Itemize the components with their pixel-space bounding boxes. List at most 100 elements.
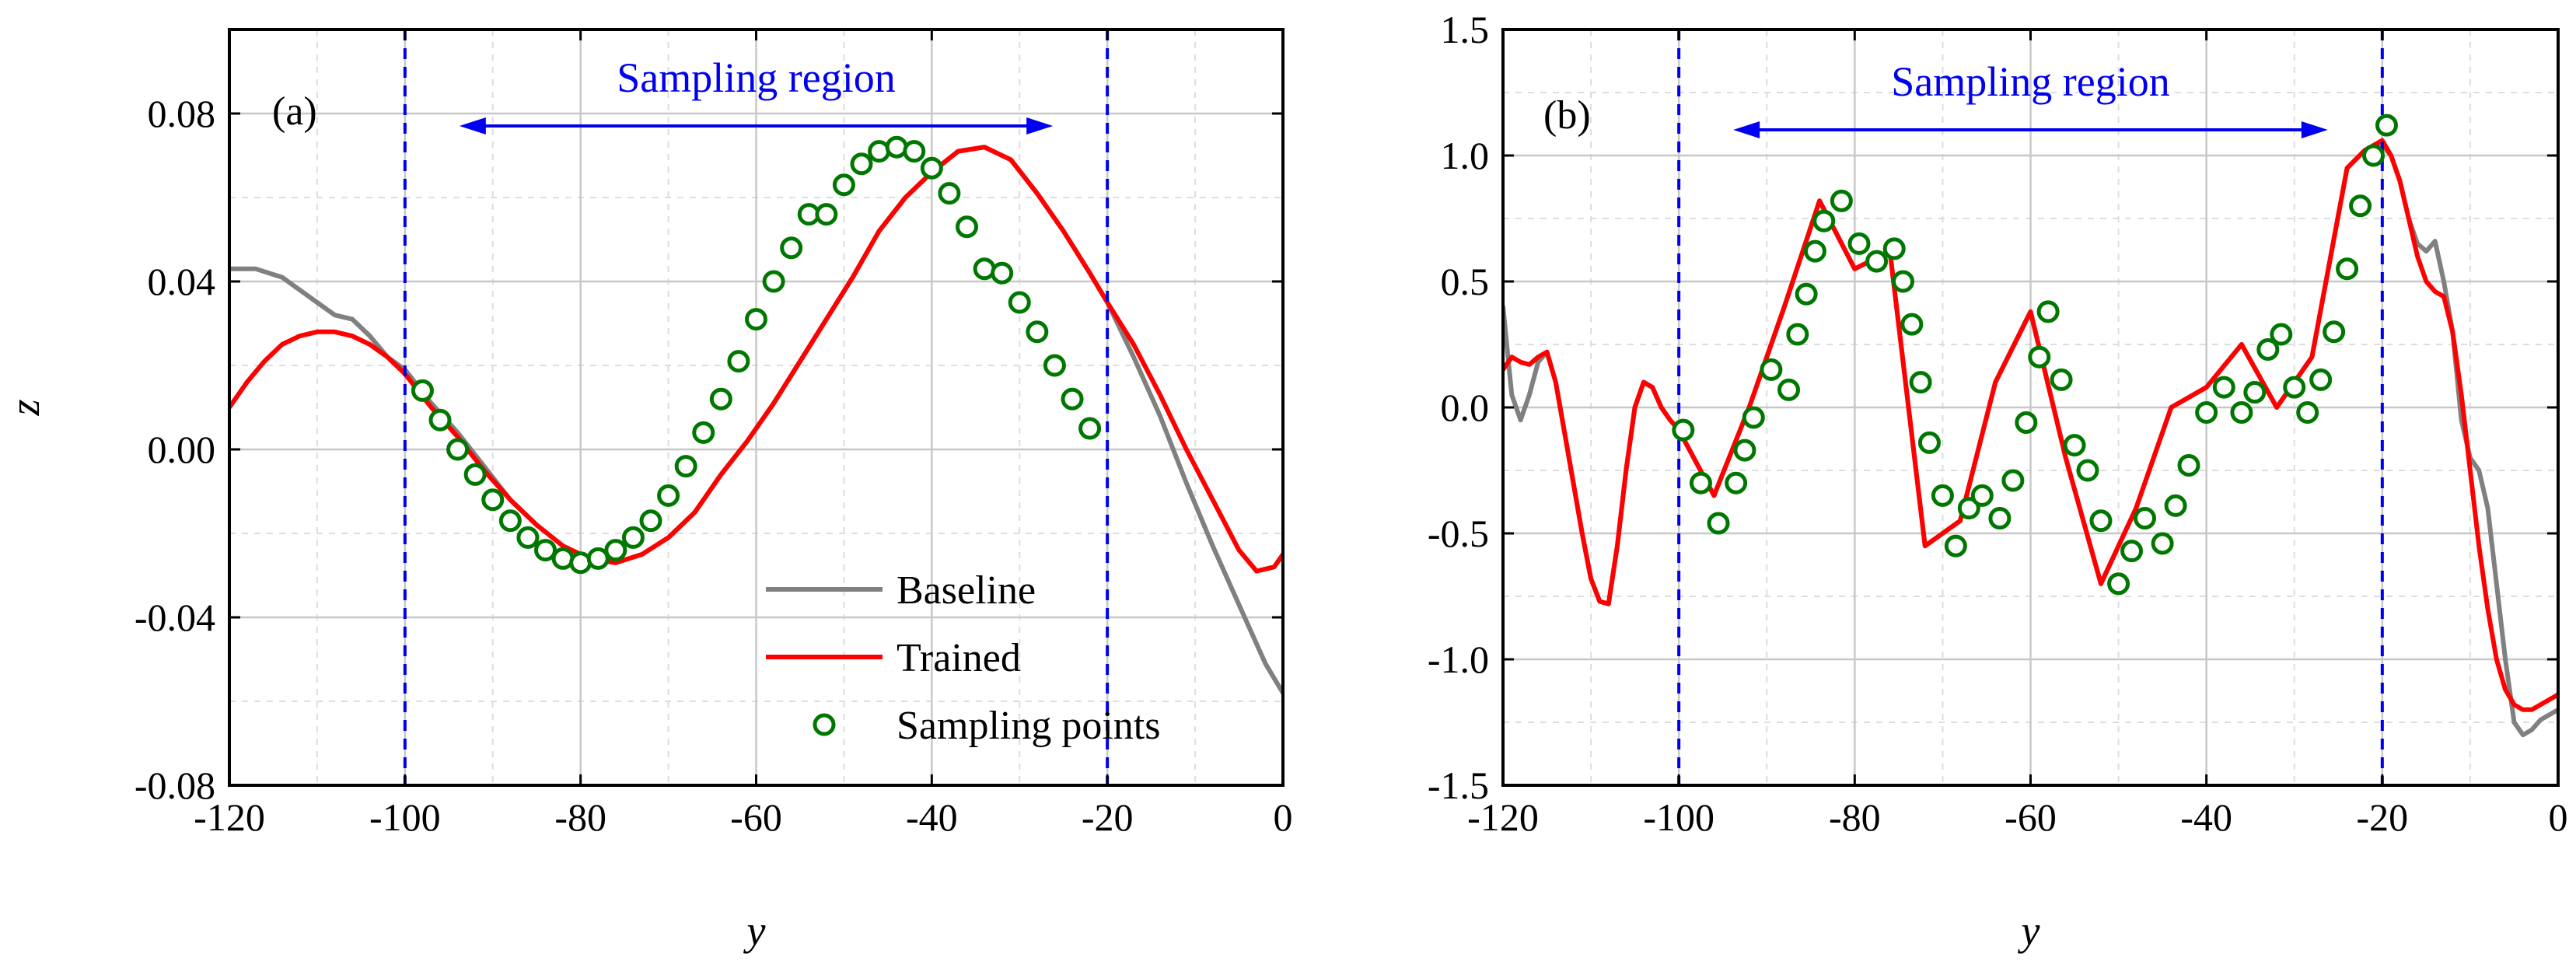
plot-area: [229, 145, 1283, 696]
sampling-point: [586, 547, 610, 570]
sampling-point: [534, 539, 557, 562]
panel-label: (b): [1543, 93, 1591, 138]
sampling-point: [1777, 378, 1801, 401]
sampling-point: [639, 509, 662, 533]
sampling-point: [2283, 376, 2306, 399]
x-tick-label: -20: [2357, 795, 2409, 839]
y-axis-title: z: [2, 399, 48, 416]
x-tick-label: -120: [194, 795, 265, 839]
sampling-point: [411, 379, 434, 402]
sampling-point: [2296, 400, 2319, 424]
sampling-point: [2336, 257, 2359, 281]
y-tick-label: -1.0: [1428, 638, 1489, 681]
x-tick-label: -60: [730, 795, 782, 839]
y-tick-label: -0.04: [135, 596, 215, 639]
arrow-head-left: [459, 117, 486, 135]
x-tick-label: -40: [2180, 795, 2232, 839]
sampling-point: [1830, 189, 1853, 212]
sampling-point: [2256, 337, 2280, 361]
sampling-point: [2151, 532, 2174, 555]
sampling-point: [762, 270, 785, 293]
sampling-point: [1988, 507, 2012, 530]
legend-swatch-points: [813, 713, 836, 736]
panel-label: (a): [272, 89, 317, 134]
legend: Baseline Trained Sampling points: [766, 568, 1160, 748]
sampling-point: [692, 421, 715, 444]
sampling-point: [2212, 376, 2235, 399]
x-tick-label: -80: [554, 795, 606, 839]
sampling-point: [2177, 454, 2200, 477]
x-axis-title: y: [2018, 907, 2040, 954]
y-tick-label: 1.0: [1441, 134, 1490, 177]
sampling-point: [1689, 471, 1712, 494]
sampling-point: [481, 488, 505, 512]
y-tick-label: 0.00: [148, 428, 216, 471]
arrow-head-left: [1733, 121, 1760, 138]
sampling-region-label: Sampling region: [617, 54, 895, 101]
x-tick-label: -100: [1643, 795, 1714, 839]
x-tick-label: -80: [1829, 795, 1881, 839]
sampling-point: [2001, 469, 2025, 492]
ticks: [1501, 28, 2560, 787]
trained-line: [1503, 138, 2558, 712]
panel-b: Sampling region (b) -120 -100 -80 -60 -40 -20 0 -…: [1428, 8, 2568, 954]
sampling-point: [2309, 368, 2333, 391]
sampling-point: [2050, 368, 2073, 391]
sampling-point: [1944, 534, 1967, 557]
x-tick-label: 0: [2549, 795, 2568, 839]
sampling-point: [1008, 291, 1031, 314]
sampling-point: [2270, 323, 2293, 346]
sampling-point: [2107, 572, 2130, 596]
legend-label: Trained: [897, 636, 1021, 680]
x-tick-label: 0: [1274, 795, 1293, 839]
sampling-point: [2323, 320, 2346, 344]
sampling-point: [850, 152, 873, 176]
y-tick-label: -1.5: [1428, 764, 1489, 807]
x-tick-label: -20: [1082, 795, 1134, 839]
sampling-point: [1917, 431, 1941, 454]
sampling-point: [621, 526, 645, 549]
sampling-point: [2362, 144, 2386, 167]
sampling-point: [1672, 418, 1695, 442]
sampling-point: [727, 350, 750, 373]
sampling-point: [938, 182, 961, 205]
sampling-point: [2063, 434, 2086, 457]
sampling-point: [832, 173, 855, 197]
sampling-point: [903, 140, 926, 163]
sampling-point: [446, 438, 470, 461]
sampling-point: [1847, 232, 1871, 255]
sampling-point: [674, 455, 697, 478]
sampling-point: [604, 539, 627, 562]
sampling-point: [2134, 507, 2157, 530]
sampling-point: [657, 484, 680, 507]
sampling-point: [2015, 411, 2038, 434]
sampling-point: [1803, 239, 1826, 263]
sampling-point: [1865, 250, 1889, 273]
sampling-point: [2028, 345, 2051, 369]
sampling-point: [516, 526, 540, 549]
sampling-point: [1760, 358, 1783, 381]
sampling-point: [1900, 313, 1924, 336]
sampling-point: [498, 509, 522, 533]
y-tick-label: -0.08: [135, 764, 215, 807]
sampling-point: [1795, 282, 1818, 306]
sampling-point: [991, 261, 1014, 285]
major-grid: [228, 30, 1285, 787]
sampling-point: [2230, 400, 2253, 424]
sampling-points: [411, 135, 1102, 575]
region-arrow: [1733, 121, 2328, 138]
sampling-point: [1742, 406, 1765, 429]
y-tick-label: 0.5: [1441, 260, 1490, 303]
sampling-point: [2089, 509, 2113, 533]
ticks: [228, 30, 1285, 787]
sampling-point: [2349, 194, 2372, 218]
sampling-point: [1957, 497, 1980, 520]
sampling-point: [709, 387, 732, 411]
x-tick-label: -100: [369, 795, 441, 839]
plot-area: [1503, 138, 2558, 738]
sampling-point: [463, 463, 487, 486]
sampling-point: [1707, 512, 1730, 535]
sampling-point: [1725, 471, 1748, 494]
x-tick-label: -60: [2005, 795, 2057, 839]
